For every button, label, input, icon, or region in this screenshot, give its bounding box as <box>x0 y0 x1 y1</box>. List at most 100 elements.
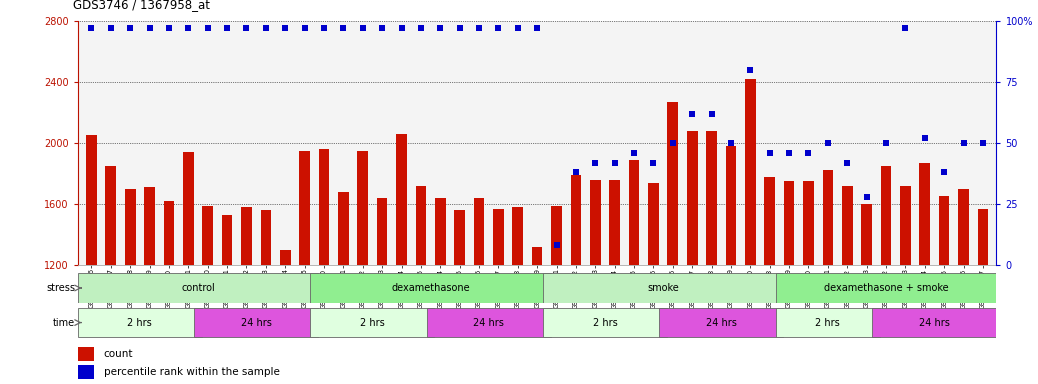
Point <box>316 25 332 31</box>
Bar <box>493 209 503 265</box>
Text: smoke: smoke <box>648 283 679 293</box>
Bar <box>842 186 852 265</box>
Bar <box>667 102 678 265</box>
Point <box>839 159 855 166</box>
Bar <box>629 160 639 265</box>
Bar <box>183 152 194 265</box>
Bar <box>310 273 551 303</box>
Bar <box>571 175 581 265</box>
Bar <box>543 273 784 303</box>
Bar <box>775 308 880 337</box>
Point <box>955 140 972 146</box>
Bar <box>958 189 968 265</box>
Point <box>626 150 643 156</box>
Point <box>354 25 371 31</box>
Text: 24 hrs: 24 hrs <box>241 318 272 328</box>
Bar <box>775 273 996 303</box>
Text: percentile rank within the sample: percentile rank within the sample <box>104 367 279 377</box>
Point <box>820 140 837 146</box>
Bar <box>202 205 213 265</box>
Bar <box>648 183 659 265</box>
Text: GDS3746 / 1367958_at: GDS3746 / 1367958_at <box>74 0 211 12</box>
Point <box>103 25 119 31</box>
Point <box>568 169 584 175</box>
Text: dexamethasone: dexamethasone <box>391 283 470 293</box>
Point <box>296 25 312 31</box>
Point <box>742 67 759 73</box>
Text: 2 hrs: 2 hrs <box>816 318 840 328</box>
Point <box>975 140 991 146</box>
Text: 2 hrs: 2 hrs <box>128 318 153 328</box>
Bar <box>590 180 601 265</box>
Point <box>704 111 720 117</box>
Bar <box>427 308 551 337</box>
Bar <box>310 308 435 337</box>
Point <box>510 25 526 31</box>
Point <box>277 25 294 31</box>
Text: 24 hrs: 24 hrs <box>473 318 504 328</box>
Bar <box>78 365 94 379</box>
Bar <box>261 210 271 265</box>
Point <box>452 25 468 31</box>
Bar <box>531 247 543 265</box>
Bar <box>609 180 620 265</box>
Point <box>412 25 429 31</box>
Bar <box>873 308 996 337</box>
Bar <box>880 166 892 265</box>
Bar <box>164 201 174 265</box>
Bar <box>455 210 465 265</box>
Point <box>335 25 352 31</box>
Bar <box>144 187 155 265</box>
Bar <box>687 131 698 265</box>
Point <box>606 159 623 166</box>
Bar <box>473 198 485 265</box>
Text: time: time <box>53 318 75 328</box>
Bar <box>551 205 562 265</box>
Bar <box>513 207 523 265</box>
Bar <box>803 181 814 265</box>
Bar <box>978 209 988 265</box>
Bar <box>543 308 667 337</box>
Bar <box>280 250 291 265</box>
Bar <box>784 181 794 265</box>
Bar <box>745 79 756 265</box>
Text: control: control <box>182 283 215 293</box>
Bar <box>822 170 834 265</box>
Point <box>722 140 739 146</box>
Point <box>83 25 100 31</box>
Point <box>374 25 390 31</box>
Bar <box>764 177 775 265</box>
Point <box>684 111 701 117</box>
Text: 2 hrs: 2 hrs <box>360 318 385 328</box>
Point <box>878 140 895 146</box>
Point <box>588 159 604 166</box>
Point <box>432 25 448 31</box>
Bar <box>86 136 97 265</box>
Point <box>936 169 953 175</box>
Point <box>199 25 216 31</box>
Point <box>141 25 158 31</box>
Text: 24 hrs: 24 hrs <box>919 318 950 328</box>
Bar <box>78 308 201 337</box>
Bar <box>338 192 349 265</box>
Point <box>393 25 410 31</box>
Bar <box>397 134 407 265</box>
Bar <box>726 146 736 265</box>
Point <box>490 25 507 31</box>
Text: 2 hrs: 2 hrs <box>593 318 618 328</box>
Point <box>646 159 662 166</box>
Bar <box>659 308 784 337</box>
Bar <box>299 151 310 265</box>
Point <box>781 150 797 156</box>
Bar <box>78 347 94 361</box>
Point <box>548 242 565 248</box>
Point <box>528 25 546 31</box>
Bar <box>862 204 872 265</box>
Bar <box>920 163 930 265</box>
Text: dexamethasone + smoke: dexamethasone + smoke <box>824 283 949 293</box>
Bar <box>194 308 319 337</box>
Point <box>180 25 196 31</box>
Bar <box>106 166 116 265</box>
Point <box>858 194 875 200</box>
Text: 24 hrs: 24 hrs <box>706 318 737 328</box>
